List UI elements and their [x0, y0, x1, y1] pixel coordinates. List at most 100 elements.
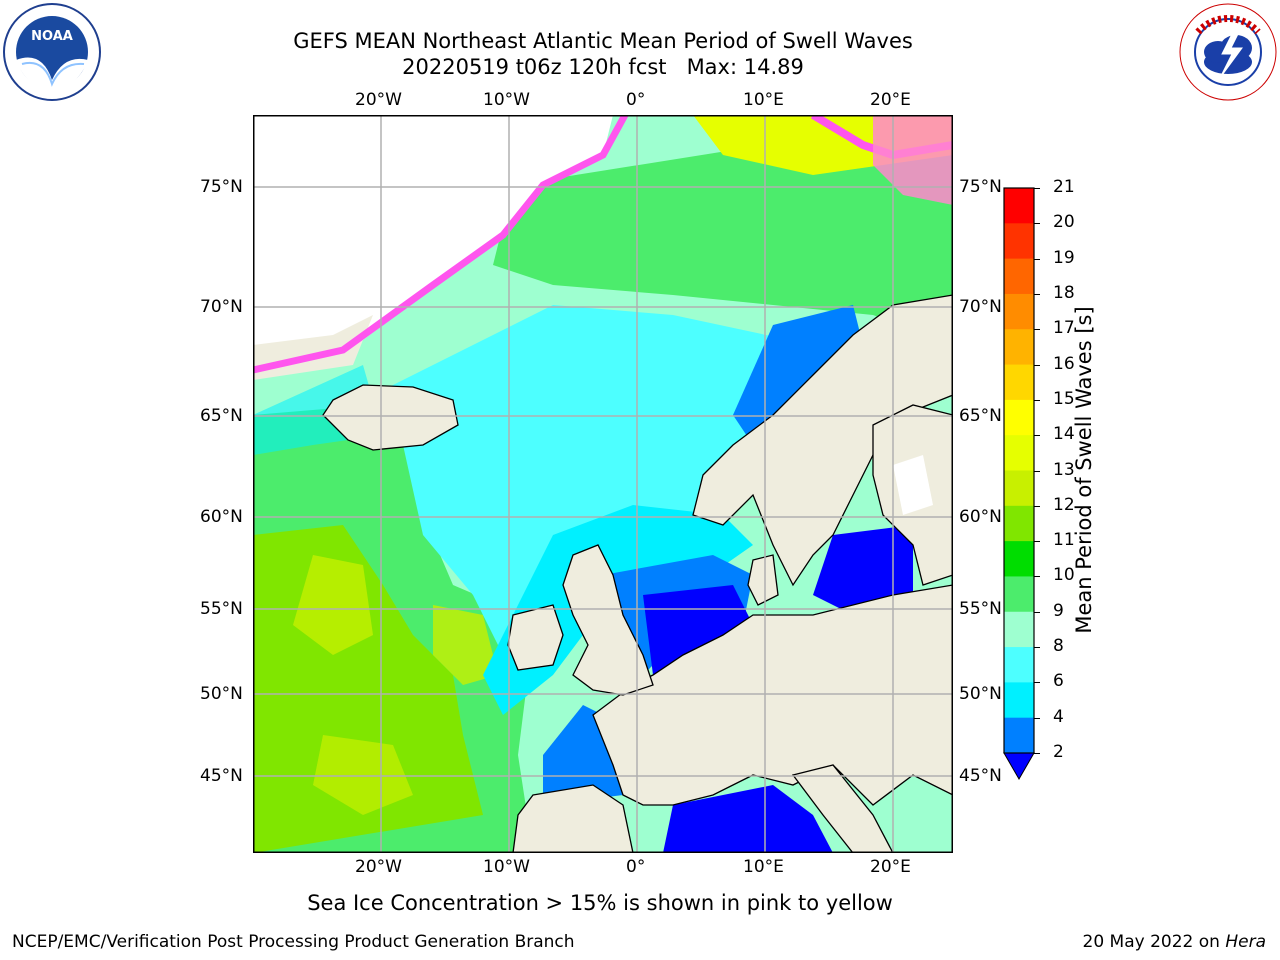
colorbar-segment: [1004, 505, 1034, 542]
colorbar-segment: [1004, 470, 1034, 507]
chart-subtitle: 20220519 t06z 120h fcst Max: 14.89: [402, 55, 804, 79]
colorbar-tick-mark: [1034, 576, 1040, 578]
colorbar-segment: [1004, 293, 1034, 330]
colorbar-tick-mark: [1034, 505, 1040, 507]
colorbar-segment: [1004, 329, 1034, 366]
colorbar-tick-label: 11: [1053, 530, 1075, 551]
lon-label-bottom-20e: 20°E: [870, 857, 911, 877]
lon-label-top-10w: 10°W: [483, 90, 530, 110]
greenland-ice: [253, 115, 613, 365]
colorbar-tick-mark: [1034, 364, 1040, 366]
colorbar-tick-label: 20: [1053, 212, 1075, 233]
noaa-logo: NOAA: [2, 2, 102, 102]
colorbar-segment: [1004, 647, 1034, 683]
colorbar-tick-mark: [1034, 470, 1040, 472]
colorbar-tick-mark: [1034, 293, 1040, 295]
colorbar-segment: [1004, 682, 1034, 719]
lon-label-bottom-0: 0°: [626, 857, 646, 877]
ireland: [507, 604, 564, 671]
lat-label-right-50n: 50°N: [959, 684, 1002, 704]
lat-label-right-75n: 75°N: [959, 177, 1002, 197]
lat-label-right-55n: 55°N: [959, 599, 1002, 619]
lon-label-top-0: 0°: [626, 90, 646, 110]
lon-label-top-10e: 10°E: [743, 90, 784, 110]
lat-label-right-60n: 60°N: [959, 507, 1002, 527]
colorbar-segment: [1004, 611, 1034, 648]
colorbar-extend-arrow: [1003, 752, 1035, 781]
colorbar-tick-mark: [1034, 753, 1040, 754]
colorbar-tick-mark: [1034, 258, 1040, 260]
bothnia-ice: [893, 455, 933, 515]
colorbar-tick-mark: [1034, 682, 1040, 684]
continental-europe: [592, 584, 953, 806]
lat-label-left-55n: 55°N: [200, 599, 243, 619]
colorbar-tick-label: 12: [1053, 494, 1075, 515]
colorbar-segment: [1004, 223, 1034, 260]
colorbar-segment: [1004, 258, 1034, 295]
footer-date-text: 20 May 2022 on: [1082, 932, 1220, 952]
lat-label-left-75n: 75°N: [200, 177, 243, 197]
longitude-gridlines: [380, 115, 894, 853]
colorbar-label: Mean Period of Swell Waves [s]: [1072, 306, 1096, 634]
colorbar-tick-label: 10: [1053, 565, 1075, 586]
swell-zone-2s-northsea: [643, 585, 753, 675]
colorbar-tick-label: 16: [1053, 353, 1075, 374]
italy: [791, 764, 894, 853]
lat-label-left-70n: 70°N: [200, 297, 243, 317]
lat-label-right-70n: 70°N: [959, 297, 1002, 317]
lat-label-left-50n: 50°N: [200, 684, 243, 704]
swell-zone-2s-med: [663, 785, 833, 853]
swell-zone-12s-c: [313, 735, 413, 815]
lon-label-bottom-10e: 10°E: [743, 857, 784, 877]
colorbar-segment: [1004, 541, 1034, 577]
swell-period-map: [253, 115, 953, 853]
colorbar-segment: [1004, 717, 1034, 754]
lat-label-right-65n: 65°N: [959, 406, 1002, 426]
colorbar-tick-label: 18: [1053, 282, 1075, 303]
nws-logo: [1178, 2, 1278, 102]
colorbar-tick-label: 6: [1053, 671, 1064, 692]
lat-label-right-45n: 45°N: [959, 766, 1002, 786]
lon-label-bottom-20w: 20°W: [355, 857, 402, 877]
noaa-logo-text: NOAA: [31, 29, 73, 44]
lat-label-left-45n: 45°N: [200, 766, 243, 786]
colorbar-tick-mark: [1034, 399, 1040, 401]
latitude-gridlines: [253, 186, 953, 777]
map-frame: [253, 115, 953, 853]
sea-ice-caption-text: Sea Ice Concentration > 15% is shown in …: [307, 891, 893, 915]
footer-producer: NCEP/EMC/Verification Post Processing Pr…: [12, 932, 575, 952]
colorbar-tick-mark: [1034, 223, 1040, 225]
lat-label-left-60n: 60°N: [200, 507, 243, 527]
colorbar-tick-mark: [1034, 541, 1040, 543]
colorbar-tick-mark: [1034, 435, 1040, 437]
lon-label-top-20w: 20°W: [355, 90, 402, 110]
colorbar-tick-mark: [1034, 329, 1040, 331]
colorbar-tick-label: 13: [1053, 459, 1075, 480]
denmark: [747, 554, 779, 606]
colorbar-tick-mark: [1034, 717, 1040, 719]
colorbar-tick-label: 14: [1053, 424, 1075, 445]
colorbar-tick-label: 15: [1053, 388, 1075, 409]
lat-label-left-65n: 65°N: [200, 406, 243, 426]
colorbar: [1003, 187, 1035, 781]
sea-ice-caption: Sea Ice Concentration > 15% is shown in …: [0, 891, 1280, 915]
colorbar-tick-mark: [1034, 611, 1040, 613]
colorbar-segment: [1004, 188, 1034, 224]
iberia: [512, 784, 634, 853]
colorbar-tick-mark: [1034, 188, 1040, 189]
lon-label-bottom-10w: 10°W: [483, 857, 530, 877]
colorbar-tick-label: 2: [1053, 742, 1064, 762]
colorbar-tick-label: 19: [1053, 247, 1075, 268]
colorbar-segment: [1004, 399, 1034, 436]
iceland: [322, 384, 459, 451]
colorbar-tick-label: 17: [1053, 318, 1075, 339]
swell-zone-2s-baltic: [813, 525, 913, 615]
footer-host: Hera: [1225, 932, 1266, 952]
colorbar-segment: [1004, 364, 1034, 401]
colorbar-segment: [1004, 435, 1034, 471]
colorbar-tick-label: 9: [1053, 600, 1064, 621]
sea-ice-edge-greenland: [253, 115, 629, 374]
swell-zone-12s-b: [433, 605, 498, 685]
great-britain: [562, 544, 654, 696]
chart-title: GEFS MEAN Northeast Atlantic Mean Period…: [293, 29, 913, 53]
